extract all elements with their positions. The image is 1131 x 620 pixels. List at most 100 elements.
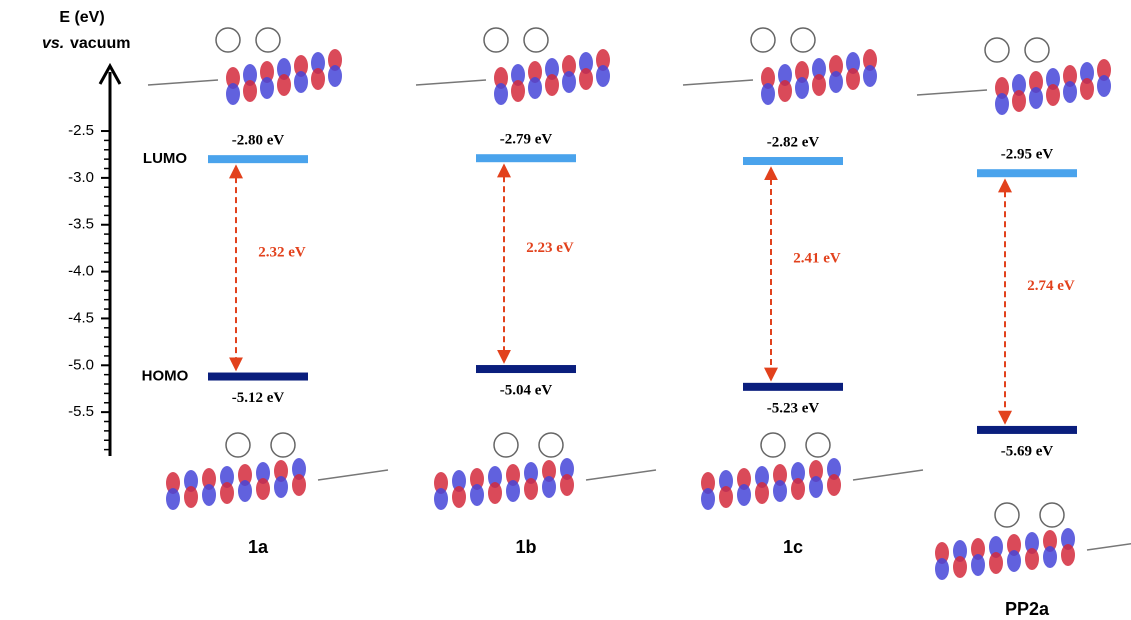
energy-level <box>208 373 308 381</box>
level-value-label: -5.69 eV <box>1001 443 1054 459</box>
orbital-lobe <box>773 480 787 502</box>
orbital-lobe <box>737 484 751 506</box>
category-label: 1a <box>248 537 269 557</box>
orbital-lobe <box>292 474 306 496</box>
category-label: PP2a <box>1005 599 1050 619</box>
energy-level <box>476 154 576 162</box>
orbital-lobe <box>701 488 715 510</box>
orbital-lobe <box>795 77 809 99</box>
orbital-lobe <box>1029 87 1043 109</box>
molecule-bond <box>1087 540 1131 550</box>
molecule-bond <box>148 80 218 85</box>
molecule-bond <box>318 470 388 480</box>
level-name: HOMO <box>142 367 189 384</box>
orbital-lobe <box>971 554 985 576</box>
molecule-ring <box>1040 503 1064 527</box>
orbital-lobe <box>829 71 843 93</box>
orbital-lobe <box>243 80 257 102</box>
molecule-bond <box>416 80 486 85</box>
y-tick-label: -4.5 <box>68 309 94 326</box>
level-value-label: -5.12 eV <box>232 390 285 406</box>
orbital-lobe <box>755 482 769 504</box>
molecule-ring <box>539 433 563 457</box>
molecule-ring <box>761 433 785 457</box>
orbital-lobe <box>1007 550 1021 572</box>
category-label: 1c <box>783 537 803 557</box>
molecule-ring <box>985 38 1009 62</box>
molecule-ring <box>1025 38 1049 62</box>
orbital-lobe <box>560 474 574 496</box>
orbital-lobe <box>528 77 542 99</box>
orbital-lobe <box>470 484 484 506</box>
page: E (eV) vs. vacuum -2.5-3.0-3.5-4.0-4.5-5… <box>0 0 1131 620</box>
molecule-bond <box>586 470 656 480</box>
energy-level <box>977 169 1077 177</box>
y-tick-label: -5.0 <box>68 356 94 373</box>
molecule-bond <box>853 470 923 480</box>
orbital-lobe <box>328 65 342 87</box>
orbital-lobe <box>294 71 308 93</box>
orbital-lobe <box>166 488 180 510</box>
orbital-lobe <box>1012 90 1026 112</box>
level-value-label: -2.95 eV <box>1001 147 1054 163</box>
orbital-lobe <box>1097 75 1111 97</box>
molecule-bond <box>917 90 987 95</box>
orbital-lobe <box>202 484 216 506</box>
orbital-lobe <box>1043 546 1057 568</box>
orbital-lobe <box>226 83 240 105</box>
molecule-orbitals <box>148 28 1131 580</box>
molecule-ring <box>524 28 548 52</box>
orbital-lobe <box>989 552 1003 574</box>
orbital-lobe <box>812 74 826 96</box>
molecule-ring <box>271 433 295 457</box>
orbital-lobe <box>719 486 733 508</box>
gap-label: 2.32 eV <box>258 244 306 260</box>
orbital-lobe <box>220 482 234 504</box>
molecule-ring <box>995 503 1019 527</box>
y-tick-label: -5.5 <box>68 403 94 420</box>
molecule-ring <box>806 433 830 457</box>
orbital-lobe <box>761 83 775 105</box>
level-value-label: -2.79 eV <box>500 132 553 148</box>
orbital-lobe <box>1080 78 1094 100</box>
orbital-lobe <box>579 68 593 90</box>
orbital-lobe <box>935 558 949 580</box>
orbital-lobe <box>452 486 466 508</box>
chart: E (eV) vs. vacuum -2.5-3.0-3.5-4.0-4.5-5… <box>0 0 1131 620</box>
molecule-ring <box>494 433 518 457</box>
orbital-lobe <box>1063 81 1077 103</box>
orbital-lobe <box>488 482 502 504</box>
y-tick-label: -2.5 <box>68 122 94 139</box>
level-value-label: -5.04 eV <box>500 382 553 398</box>
orbital-lobe <box>545 74 559 96</box>
energy-level <box>476 365 576 373</box>
level-value-label: -5.23 eV <box>767 400 820 416</box>
orbital-lobe <box>953 556 967 578</box>
orbital-lobe <box>846 68 860 90</box>
orbital-lobe <box>809 476 823 498</box>
orbital-lobe <box>184 486 198 508</box>
molecule-ring <box>791 28 815 52</box>
y-tick-label: -3.5 <box>68 216 94 233</box>
orbital-lobe <box>277 74 291 96</box>
y-axis-label-italic: vs. <box>42 35 64 52</box>
gap-label: 2.74 eV <box>1027 278 1075 294</box>
gap-label: 2.23 eV <box>526 240 574 256</box>
orbital-lobe <box>596 65 610 87</box>
orbital-lobe <box>311 68 325 90</box>
orbital-lobe <box>256 478 270 500</box>
orbital-lobe <box>1061 544 1075 566</box>
orbital-lobe <box>863 65 877 87</box>
orbital-lobe <box>260 77 274 99</box>
orbital-lobe <box>511 80 525 102</box>
molecule-ring <box>751 28 775 52</box>
orbital-lobe <box>434 488 448 510</box>
level-name: LUMO <box>143 150 187 167</box>
level-value-label: -2.80 eV <box>232 133 285 149</box>
y-tick-label: -3.0 <box>68 169 94 186</box>
y-tick-label: -4.0 <box>68 263 94 280</box>
y-axis-label-rest: vacuum <box>70 35 130 52</box>
level-value-label: -2.82 eV <box>767 134 820 150</box>
orbital-lobe <box>506 480 520 502</box>
gap-label: 2.41 eV <box>793 250 841 266</box>
